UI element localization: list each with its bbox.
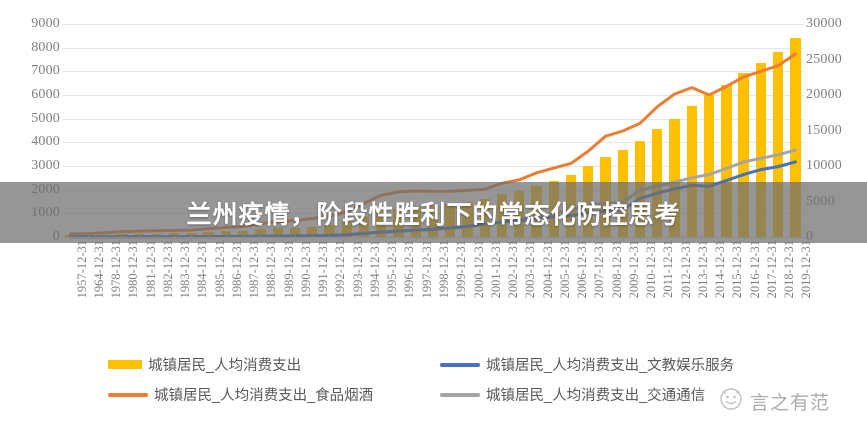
x-axis-tick-label: 2006-12-31 xyxy=(575,240,590,299)
legend-swatch-icon xyxy=(108,360,142,369)
watermark-text: 言之有范 xyxy=(750,393,831,414)
x-axis-tick-label: 1995-12-31 xyxy=(385,240,400,299)
title-overlay-band xyxy=(0,182,867,243)
x-axis-tick-label: 2005-12-31 xyxy=(557,240,572,299)
legend-item[interactable]: 城镇居民_人均消费支出 xyxy=(108,354,301,375)
page-title: 兰州疫情，阶段性胜利下的常态化防控思考 xyxy=(186,200,681,229)
x-axis-tick-label: 1991-12-31 xyxy=(316,240,331,299)
gridline xyxy=(62,71,804,73)
x-axis-tick-label: 1964-12-31 xyxy=(91,240,106,299)
x-axis-tick-label: 1982-12-31 xyxy=(160,240,175,299)
axis-tick-label: 5000 xyxy=(31,110,60,126)
bar xyxy=(669,118,680,237)
x-axis-tick-label: 2018-12-31 xyxy=(782,240,797,299)
x-axis-tick-label: 1993-12-31 xyxy=(350,240,365,299)
gridline xyxy=(62,118,804,120)
bar xyxy=(703,95,715,237)
x-axis-tick-label: 1984-12-31 xyxy=(195,240,210,299)
x-axis-tick-label: 1992-12-31 xyxy=(333,240,348,299)
x-axis-tick-label: 2017-12-31 xyxy=(764,240,779,299)
x-axis-tick-label: 2013-12-31 xyxy=(695,240,710,299)
legend-swatch-icon xyxy=(440,392,480,397)
axis-tick-label: 15000 xyxy=(806,122,842,138)
x-axis-tick-label: 2010-12-31 xyxy=(644,240,659,299)
x-axis-tick-label: 1983-12-31 xyxy=(178,240,193,299)
legend-label: 城镇居民_人均消费支出 xyxy=(148,358,302,374)
x-axis-labels: 1957-12-31 1964-12-31 1978-12-31 1980-12-31… xyxy=(62,236,813,340)
gridline xyxy=(62,24,804,25)
x-axis-tick-label: 1989-12-31 xyxy=(281,240,296,299)
axis-tick-label: 25000 xyxy=(806,51,842,67)
axis-tick-label: 8000 xyxy=(31,39,60,55)
chart-legend: 城镇居民_人均消费支出 城镇居民_人均消费支出_文教娱乐服务 城镇居民_人均消费支出… xyxy=(0,348,867,429)
axis-tick-label: 7000 xyxy=(31,63,60,79)
x-axis-tick-label: 1957-12-31 xyxy=(74,240,89,299)
legend-swatch-icon xyxy=(108,392,148,397)
axis-tick-label: 4000 xyxy=(31,134,60,150)
bar xyxy=(738,73,749,237)
watermark: 言之有范 xyxy=(718,386,830,417)
x-axis-tick-label: 2016-12-31 xyxy=(747,240,762,299)
x-axis-tick-label: 1986-12-31 xyxy=(229,240,244,299)
x-axis-tick-label: 2001-12-31 xyxy=(488,240,503,299)
x-axis-tick-label: 2000-12-31 xyxy=(471,240,486,299)
x-axis-tick-label: 2011-12-31 xyxy=(661,240,676,298)
y-axis-left: 0100020003000400050006000700080009000 xyxy=(8,0,60,245)
x-axis-tick-label: 2002-12-31 xyxy=(506,240,521,299)
x-axis-tick-label: 2014-12-31 xyxy=(713,240,728,299)
bar xyxy=(790,37,801,237)
gridline xyxy=(62,142,804,144)
x-axis-tick-label: 1998-12-31 xyxy=(437,240,451,299)
x-axis-tick-label: 1996-12-31 xyxy=(402,240,417,299)
x-axis-tick-label: 2004-12-31 xyxy=(540,240,555,299)
x-axis-tick-label: 1978-12-31 xyxy=(109,240,124,299)
x-axis-tick-label: 1981-12-31 xyxy=(143,240,158,299)
axis-tick-label: 10000 xyxy=(806,158,842,173)
legend-item[interactable]: 城镇居民_人均消费支出_文教娱乐服务 xyxy=(440,354,734,375)
x-axis-tick-label: 1990-12-31 xyxy=(298,240,313,299)
x-axis-tick-label: 1988-12-31 xyxy=(264,240,279,299)
bar xyxy=(772,51,784,237)
legend-label: 城镇居民_人均消费支出_食品烟酒 xyxy=(154,388,374,404)
legend-item[interactable]: 城镇居民_人均消费支出_交通通信 xyxy=(440,384,705,405)
x-axis-tick-label: 1980-12-31 xyxy=(126,240,141,299)
bar xyxy=(721,85,732,237)
legend-swatch-icon xyxy=(440,362,480,367)
x-axis-tick-label: 2012-12-31 xyxy=(678,240,693,299)
gridline xyxy=(62,95,804,96)
axis-tick-label: 3000 xyxy=(31,158,60,173)
gridline xyxy=(62,47,804,49)
legend-item[interactable]: 城镇居民_人均消费支出_食品烟酒 xyxy=(108,384,373,405)
x-axis-tick-label: 2019-12-31 xyxy=(799,240,814,299)
axis-tick-label: 9000 xyxy=(31,16,60,31)
legend-label: 城镇居民_人均消费支出_文教娱乐服务 xyxy=(486,358,735,374)
bar xyxy=(755,63,767,237)
x-axis-tick-label: 1997-12-31 xyxy=(419,240,434,299)
axis-tick-label: 30000 xyxy=(806,16,842,31)
axis-tick-label: 6000 xyxy=(31,87,60,102)
legend-label: 城镇居民_人均消费支出_交通通信 xyxy=(486,388,706,404)
x-axis-tick-label: 2015-12-31 xyxy=(730,240,745,299)
x-axis-tick-label: 1999-12-31 xyxy=(454,240,469,299)
x-axis-tick-label: 2003-12-31 xyxy=(523,240,538,299)
x-axis-tick-label: 1985-12-31 xyxy=(212,240,227,299)
x-axis-tick-label: 2007-12-31 xyxy=(592,240,607,299)
smiley-face-icon xyxy=(718,386,744,417)
x-axis-tick-label: 2009-12-31 xyxy=(626,240,641,299)
gridline xyxy=(62,166,804,167)
axis-tick-label: 20000 xyxy=(806,87,842,102)
bar xyxy=(686,105,697,237)
x-axis-tick-label: 1994-12-31 xyxy=(367,240,382,299)
chart-area: 0100020003000400050006000700080009000 05… xyxy=(8,0,842,340)
x-axis-tick-label: 2008-12-31 xyxy=(609,240,624,299)
x-axis-tick-label: 1987-12-31 xyxy=(247,240,262,299)
